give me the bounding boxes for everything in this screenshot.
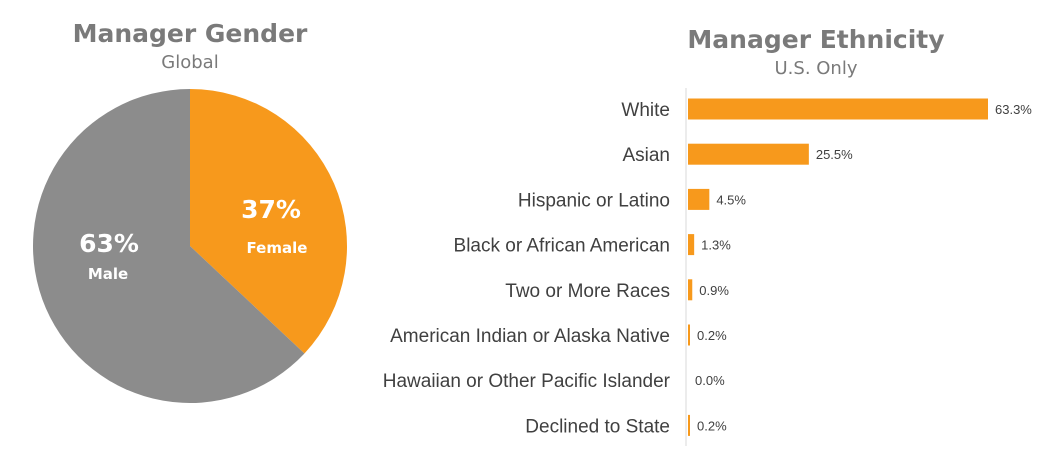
ethnicity-category-label: Two or More Races <box>505 281 670 302</box>
ethnicity-bar <box>688 188 710 210</box>
ethnicity-bar <box>688 279 693 301</box>
ethnicity-category-label: Hispanic or Latino <box>518 190 670 211</box>
ethnicity-bars: White 63.3% Asian 25.5% Hispanic or Latino 4.… <box>383 98 1032 437</box>
ethnicity-bar <box>688 98 988 120</box>
ethnicity-category-label: Black or African American <box>454 236 670 257</box>
pie-label-female-value: 37% <box>241 195 301 224</box>
pie-slice-male <box>33 89 305 403</box>
ethnicity-category-label: American Indian or Alaska Native <box>390 326 670 347</box>
ethnicity-value-label: 4.5% <box>716 192 746 207</box>
ethnicity-bar <box>688 143 809 165</box>
pie-slice-female <box>190 89 348 354</box>
ethnicity-category-label: Hawaiian or Other Pacific Islander <box>383 371 671 392</box>
ethnicity-value-label: 0.2% <box>697 328 727 343</box>
ethnicity-bar <box>688 234 695 256</box>
pie-label-male-name: Male <box>88 265 128 283</box>
ethnicity-chart-subtitle: U.S. Only <box>775 58 858 79</box>
ethnicity-chart-title: Manager Ethnicity <box>687 25 944 54</box>
ethnicity-value-label: 0.9% <box>699 283 729 298</box>
ethnicity-value-label: 25.5% <box>816 147 853 162</box>
pie-label-male-value: 63% <box>79 229 139 258</box>
ethnicity-value-label: 0.0% <box>695 373 725 388</box>
ethnicity-bar-chart: Manager Ethnicity U.S. Only White 63.3% As… <box>383 25 1032 446</box>
ethnicity-category-label: Asian <box>622 145 670 166</box>
ethnicity-value-label: 63.3% <box>995 102 1032 117</box>
ethnicity-bar <box>688 324 690 346</box>
gender-chart-title: Manager Gender <box>73 19 308 48</box>
ethnicity-category-label: White <box>621 100 670 121</box>
gender-pie-chart: Manager Gender Global 37% Female 63% Mal… <box>33 19 348 403</box>
ethnicity-value-label: 1.3% <box>701 238 731 253</box>
ethnicity-category-label: Declined to State <box>525 416 670 437</box>
pie-label-female-name: Female <box>247 239 308 257</box>
ethnicity-value-label: 0.2% <box>697 418 727 433</box>
ethnicity-bar <box>688 414 690 436</box>
gender-chart-subtitle: Global <box>161 52 218 73</box>
